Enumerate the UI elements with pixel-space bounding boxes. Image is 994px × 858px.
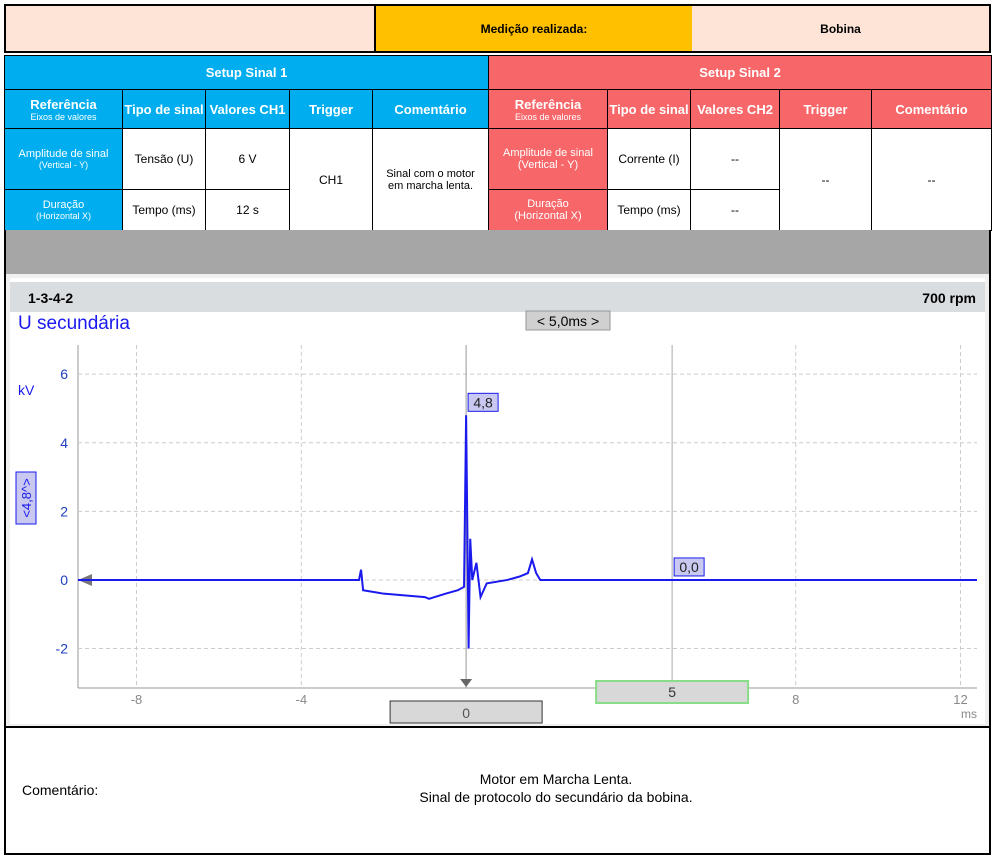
ref: Amplitude de sinal bbox=[18, 148, 109, 160]
cursor-label: 5 bbox=[668, 684, 676, 700]
footer: Comentário: Motor em Marcha Lenta. Sinal … bbox=[4, 728, 991, 855]
scope-topbar bbox=[10, 282, 985, 312]
cell: 12 s bbox=[205, 189, 290, 231]
y-label: kV bbox=[18, 382, 35, 398]
ref-sub: (Vertical - Y) bbox=[517, 159, 579, 171]
y-tick-label: -2 bbox=[56, 641, 69, 657]
footer-line: Motor em Marcha Lenta. bbox=[479, 771, 633, 787]
cell: -- bbox=[870, 128, 993, 231]
y-tick-label: 6 bbox=[60, 366, 68, 382]
gray-bar bbox=[4, 230, 991, 274]
scope: 1-3-4-2 700 rpm U secundária < 5,0ms > k… bbox=[10, 278, 985, 724]
y-tick-label: 2 bbox=[60, 503, 68, 519]
trigger-box bbox=[389, 700, 543, 724]
cell: Sinal com o motor em marcha lenta. bbox=[371, 128, 490, 231]
col-main: Referência bbox=[514, 96, 582, 112]
cell: -- bbox=[779, 128, 872, 231]
scope-bg bbox=[10, 278, 985, 724]
marker-box bbox=[673, 557, 705, 577]
header-label: Medição realizada: bbox=[376, 6, 692, 51]
header-value: Bobina bbox=[692, 6, 989, 51]
x-label: ms bbox=[961, 707, 977, 721]
col-header: Tipo de sinal bbox=[607, 89, 691, 129]
ref: Duração bbox=[42, 199, 85, 211]
col-sub: Eixos de valores bbox=[30, 111, 97, 122]
footer-line: Sinal de protocolo do secundário da bobi… bbox=[419, 789, 693, 805]
header-blank bbox=[6, 6, 376, 51]
time-scale: < 5,0ms > bbox=[537, 313, 599, 329]
col-header: Comentário bbox=[371, 89, 490, 129]
col-header: Trigger bbox=[289, 89, 373, 129]
x-tick-label: -8 bbox=[131, 692, 143, 707]
ref: Amplitude de sinal bbox=[503, 147, 593, 159]
signal-line bbox=[78, 415, 977, 649]
firing-order: 1-3-4-2 bbox=[28, 290, 73, 306]
cell: CH1 bbox=[289, 128, 373, 231]
ref-sub: (Vertical - Y) bbox=[38, 160, 89, 170]
footer-label: Comentário: bbox=[22, 782, 99, 798]
col-header: Referência Eixos de valores bbox=[488, 89, 608, 129]
cell: 6 V bbox=[205, 128, 290, 190]
time-scale-box bbox=[525, 310, 611, 331]
x-tick-label: -4 bbox=[296, 692, 308, 707]
x-tick-label: 12 bbox=[953, 692, 967, 707]
col-sub: Eixos de valores bbox=[514, 111, 582, 122]
marker-label: 4,8 bbox=[473, 394, 493, 410]
header: Medição realizada: Bobina bbox=[4, 4, 991, 53]
cell: Tempo (ms) bbox=[122, 189, 206, 231]
setup-title: Setup Sinal 2 bbox=[487, 55, 993, 90]
marker-box bbox=[467, 392, 499, 412]
col-header: Valores CH2 bbox=[690, 89, 780, 129]
chart-title: U secundária bbox=[18, 313, 130, 334]
ref-cell: Amplitude de sinal (Vertical - Y) bbox=[488, 128, 608, 190]
setup-title: Setup Sinal 1 bbox=[3, 55, 490, 90]
col-header: Comentário bbox=[870, 89, 993, 129]
cell: -- bbox=[690, 189, 780, 231]
y-tick-label: 0 bbox=[60, 572, 68, 588]
trigger-marker bbox=[460, 679, 473, 687]
ref-cell: Duração (Horizontal X) bbox=[4, 189, 123, 231]
ref-sub: (Horizontal X) bbox=[514, 210, 582, 222]
ref: Duração bbox=[527, 198, 569, 210]
x-tick-label: 0 bbox=[462, 705, 470, 721]
x-tick-label: 8 bbox=[792, 692, 799, 707]
y-tick-label: 4 bbox=[60, 435, 68, 451]
marker-label: 0,0 bbox=[679, 559, 699, 575]
col-header: Referência Eixos de valores bbox=[4, 89, 123, 129]
col-header: Valores CH1 bbox=[205, 89, 290, 129]
col-header: Trigger bbox=[779, 89, 872, 129]
setup2-table: Setup Sinal 2 Referência Eixos de valores… bbox=[487, 55, 993, 231]
ref-cell: Amplitude de sinal (Vertical - Y) bbox=[4, 128, 123, 190]
footer-text: Motor em Marcha Lenta. Sinal de protocolo… bbox=[306, 770, 806, 806]
col-header: Tipo de sinal bbox=[122, 89, 206, 129]
col-main: Referência bbox=[30, 96, 97, 112]
cell: Tensão (U) bbox=[122, 128, 206, 190]
ref-sub: (Horizontal X) bbox=[35, 211, 91, 221]
y-scale: <4,8^> bbox=[19, 478, 34, 517]
y-scale-box bbox=[15, 471, 37, 525]
cell: Tempo (ms) bbox=[607, 189, 691, 231]
setup1-table: Setup Sinal 1 Referência Eixos de valores… bbox=[3, 55, 490, 231]
cell: -- bbox=[690, 128, 780, 190]
rpm: 700 rpm bbox=[922, 290, 976, 306]
cursor-box bbox=[595, 680, 750, 704]
ref-cell: Duração (Horizontal X) bbox=[488, 189, 608, 231]
cell: Corrente (I) bbox=[607, 128, 691, 190]
